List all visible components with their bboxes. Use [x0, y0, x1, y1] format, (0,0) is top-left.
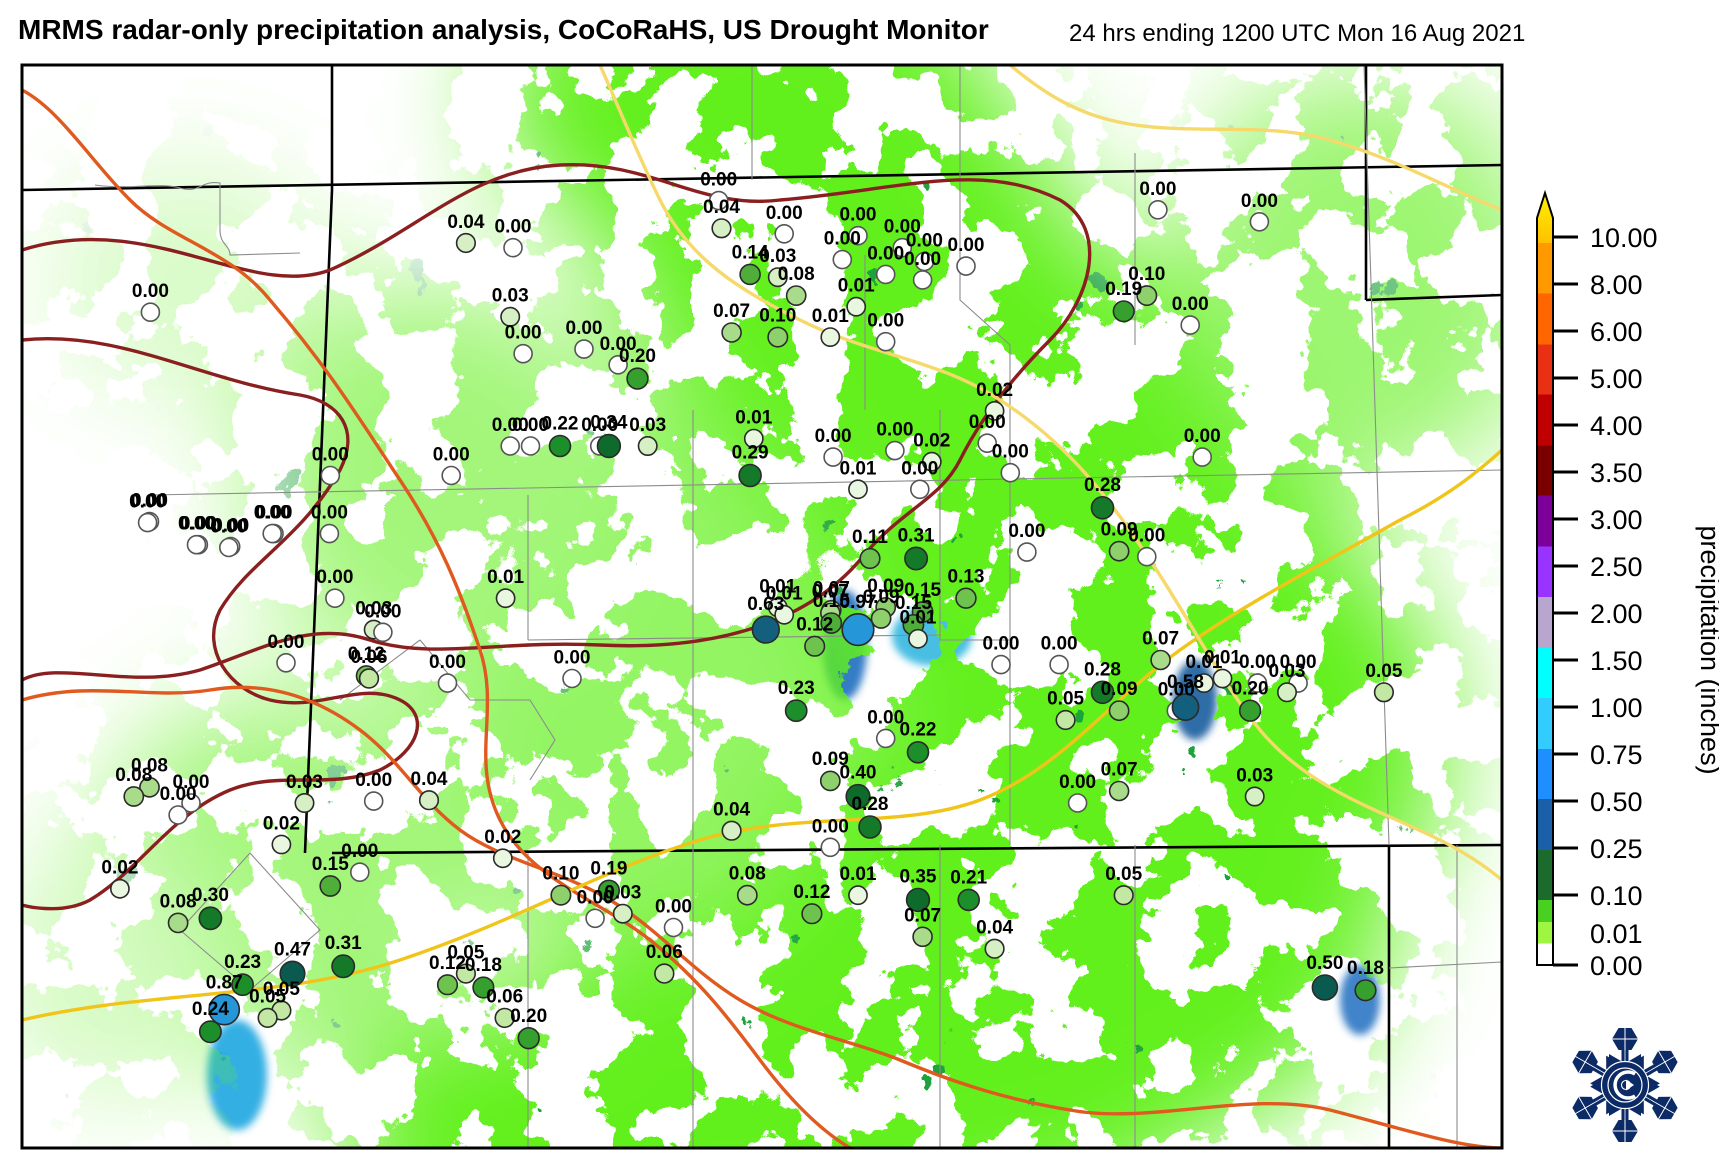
- svg-text:8.00: 8.00: [1590, 270, 1643, 300]
- svg-text:0.75: 0.75: [1590, 740, 1643, 770]
- svg-text:10.00: 10.00: [1590, 223, 1658, 253]
- svg-text:2.00: 2.00: [1590, 599, 1643, 629]
- svg-text:0.10: 0.10: [1590, 881, 1643, 911]
- svg-text:6.00: 6.00: [1590, 317, 1643, 347]
- svg-text:1.50: 1.50: [1590, 646, 1643, 676]
- svg-text:3.50: 3.50: [1590, 458, 1643, 488]
- svg-text:1.00: 1.00: [1590, 693, 1643, 723]
- svg-text:5.00: 5.00: [1590, 364, 1643, 394]
- svg-text:0.50: 0.50: [1590, 787, 1643, 817]
- svg-text:2.50: 2.50: [1590, 552, 1643, 582]
- svg-text:0.01: 0.01: [1590, 919, 1643, 949]
- svg-text:0.00: 0.00: [1590, 951, 1643, 981]
- svg-text:4.00: 4.00: [1590, 411, 1643, 441]
- svg-text:3.00: 3.00: [1590, 505, 1643, 535]
- svg-text:precipitation (inches): precipitation (inches): [1695, 525, 1719, 774]
- svg-text:0.25: 0.25: [1590, 834, 1643, 864]
